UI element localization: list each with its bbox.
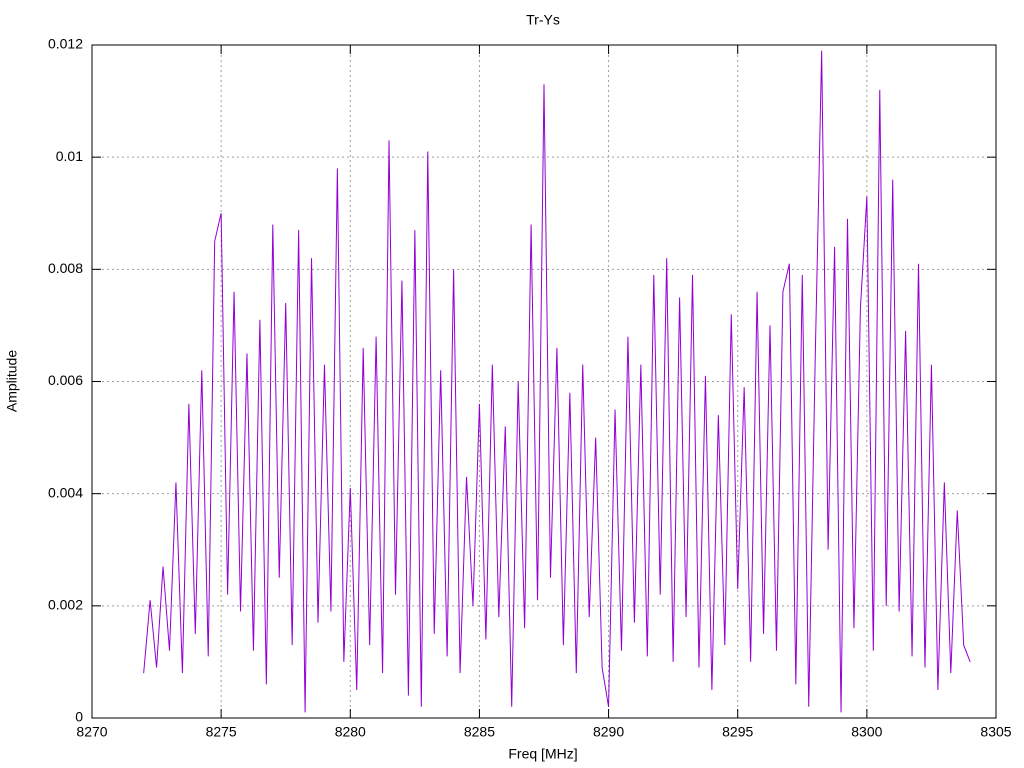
x-tick-label: 8280 — [335, 724, 366, 740]
y-tick-label: 0.002 — [48, 597, 83, 613]
x-tick-label: 8295 — [722, 724, 753, 740]
data-line — [143, 50, 971, 713]
y-axis-label: Amplitude — [4, 350, 20, 412]
y-tick-label: 0.004 — [48, 484, 83, 500]
chart-title: Tr-Ys — [526, 12, 560, 28]
x-tick-label: 8275 — [206, 724, 237, 740]
y-tick-label: 0.008 — [48, 260, 83, 276]
y-tick-label: 0.01 — [56, 148, 83, 164]
y-tick-label: 0 — [75, 709, 83, 725]
x-axis-label: Freq [MHz] — [508, 746, 577, 762]
x-tick-label: 8270 — [76, 724, 107, 740]
x-tick-label: 8305 — [980, 724, 1011, 740]
x-tick-label: 8285 — [464, 724, 495, 740]
plot-border — [91, 44, 997, 719]
y-tick-label: 0.006 — [48, 372, 83, 388]
x-tick-label: 8290 — [593, 724, 624, 740]
x-tick-label: 8300 — [851, 724, 882, 740]
y-tick-label: 0.012 — [48, 36, 83, 52]
